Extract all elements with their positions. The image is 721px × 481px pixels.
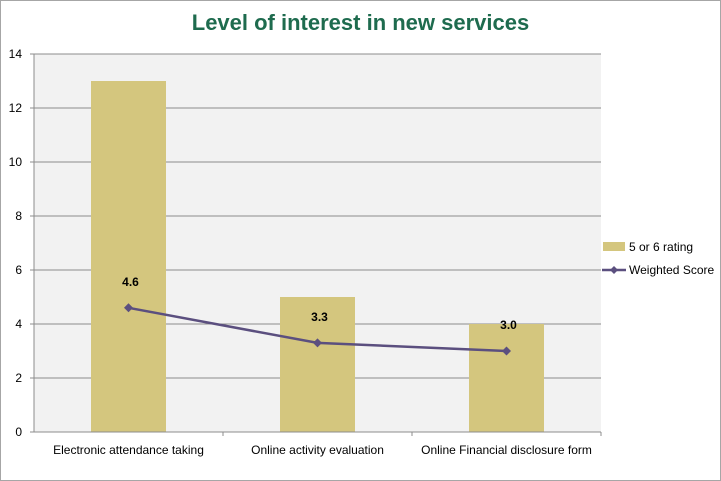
line-marker: [124, 303, 133, 313]
x-tick-label: Electronic attendance taking: [53, 443, 204, 457]
legend-marker-line: [610, 266, 618, 274]
y-tick-label: 2: [15, 371, 22, 385]
y-tick-label: 8: [15, 209, 22, 223]
legend-label-bar: 5 or 6 rating: [629, 240, 693, 254]
y-tick-label: 0: [15, 425, 22, 439]
line-series: [124, 303, 511, 356]
line-marker: [502, 346, 511, 356]
data-label: 3.3: [311, 310, 328, 324]
bar: [469, 324, 544, 432]
line-marker: [313, 338, 322, 348]
y-tick-label: 6: [15, 263, 22, 277]
x-tick-label: Online Financial disclosure form: [421, 443, 592, 457]
legend-swatch-bar: [603, 242, 625, 251]
legend-label-line: Weighted Score: [629, 263, 714, 277]
x-axis-categories: Electronic attendance taking Online activ…: [53, 432, 602, 457]
chart-title: Level of interest in new services: [191, 10, 530, 35]
y-axis-ticks: 0 2 4 6 8 10 12 14: [9, 47, 34, 439]
bar-series: [91, 81, 544, 432]
data-label: 3.0: [500, 318, 517, 332]
data-label: 4.6: [122, 275, 139, 289]
y-tick-label: 14: [9, 47, 23, 61]
y-tick-label: 10: [9, 155, 23, 169]
bar: [91, 81, 166, 432]
legend: 5 or 6 rating Weighted Score: [602, 240, 714, 277]
y-tick-label: 4: [15, 317, 22, 331]
bar: [280, 297, 355, 432]
data-labels: 4.6 3.3 3.0: [122, 275, 517, 332]
y-tick-label: 12: [9, 101, 23, 115]
x-tick-label: Online activity evaluation: [251, 443, 384, 457]
